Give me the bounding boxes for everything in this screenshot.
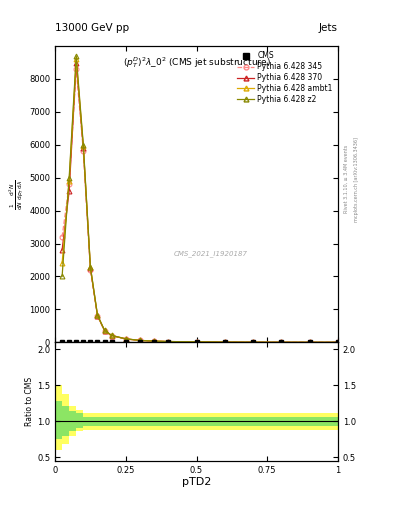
Y-axis label: $\frac{1}{\mathrm{d}N}\,\frac{\mathrm{d}^2 N}{\mathrm{d}p_T\,\mathrm{d}\lambda}$: $\frac{1}{\mathrm{d}N}\,\frac{\mathrm{d}… [8, 179, 26, 209]
Text: $(p_T^D)^2\lambda\_0^2$ (CMS jet substructure): $(p_T^D)^2\lambda\_0^2$ (CMS jet substru… [123, 55, 270, 70]
X-axis label: pTD2: pTD2 [182, 477, 211, 487]
Y-axis label: Ratio to CMS: Ratio to CMS [25, 377, 34, 426]
Text: CMS_2021_I1920187: CMS_2021_I1920187 [174, 250, 248, 257]
Text: Jets: Jets [319, 23, 338, 33]
Text: mcplots.cern.ch [arXiv:1306.3436]: mcplots.cern.ch [arXiv:1306.3436] [354, 137, 359, 222]
Text: 13000 GeV pp: 13000 GeV pp [55, 23, 129, 33]
Text: Rivet 3.1.10, ≥ 3.4M events: Rivet 3.1.10, ≥ 3.4M events [344, 145, 349, 214]
Legend: CMS, Pythia 6.428 345, Pythia 6.428 370, Pythia 6.428 ambt1, Pythia 6.428 z2: CMS, Pythia 6.428 345, Pythia 6.428 370,… [236, 50, 334, 105]
